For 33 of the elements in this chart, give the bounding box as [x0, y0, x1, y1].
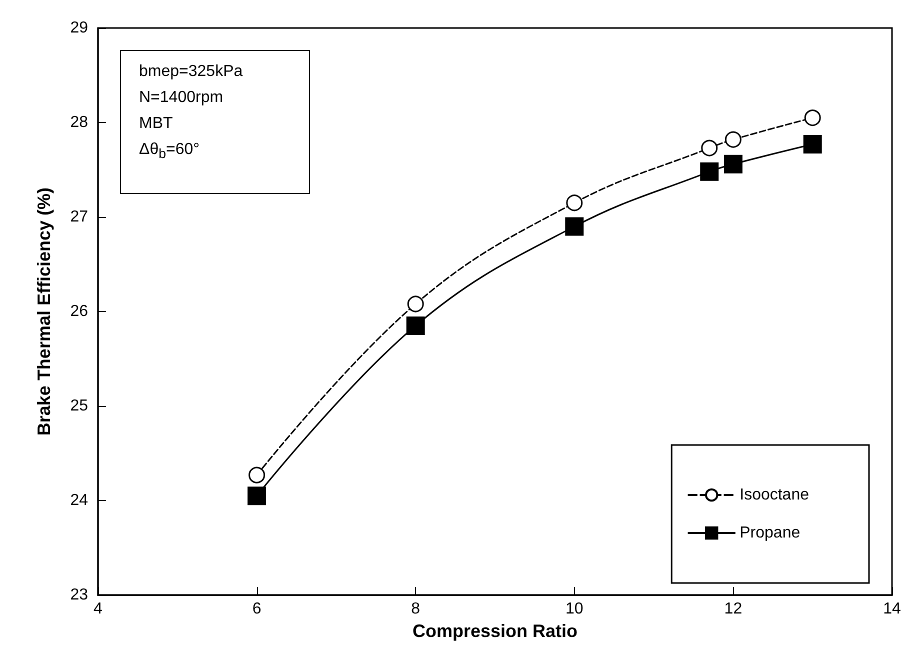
legend-label: Isooctane	[740, 486, 810, 504]
annotation: bmep=325kPa	[139, 63, 244, 81]
y-tick-label: 27	[70, 208, 88, 226]
point	[406, 316, 425, 335]
y-tick-label: 29	[70, 20, 88, 36]
annotation: Δθ$_{b}$=60°	[139, 141, 201, 162]
x-tick-label: 10	[566, 600, 584, 618]
y-axis-title: Brake Thermal Efficiency (%)	[34, 188, 54, 436]
x-tick-label: 8	[411, 600, 420, 618]
x-tick-label: 6	[252, 600, 262, 618]
point	[701, 140, 718, 156]
point	[407, 296, 424, 312]
y-tick-label: 23	[70, 586, 88, 604]
point	[566, 194, 583, 212]
x-tick-label: 4	[94, 600, 103, 618]
point	[700, 162, 719, 181]
point	[565, 217, 584, 236]
point	[724, 131, 742, 148]
y-tick-label: 25	[70, 398, 88, 415]
legend-label: Propane	[740, 524, 800, 542]
point	[248, 486, 266, 506]
y-tick-label: 24	[70, 492, 88, 510]
x-tick-label: 12	[724, 600, 742, 618]
point	[248, 466, 266, 484]
point	[804, 110, 821, 126]
y-tick-label: 26	[70, 303, 88, 320]
annotation: N=1400rpm	[139, 89, 224, 107]
x-tick-label: 14	[883, 600, 901, 618]
point	[724, 154, 742, 174]
y-tick-label: 28	[70, 114, 88, 132]
point	[803, 135, 822, 154]
annotation: MBT	[139, 115, 174, 133]
x-axis-title: Compression Ratio	[412, 621, 578, 641]
